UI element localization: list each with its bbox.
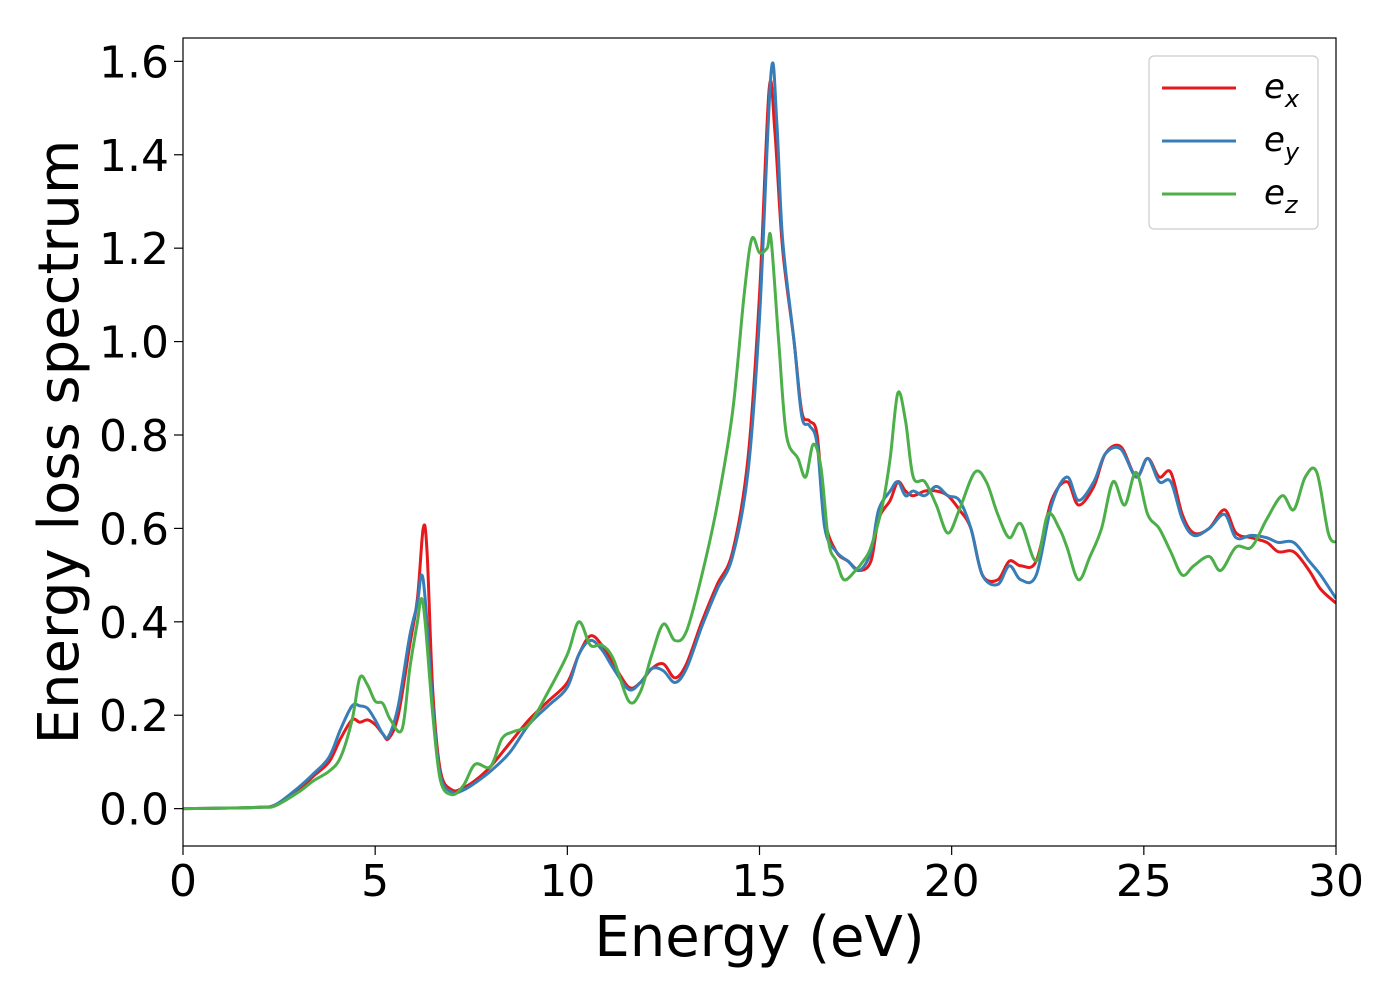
- y-tick-label: 0.2: [99, 691, 169, 742]
- legend-label: ez: [1264, 173, 1299, 219]
- y-tick-label: 1.4: [99, 131, 169, 182]
- x-tick-label: 10: [539, 856, 595, 907]
- y-tick-label: 0.0: [99, 785, 169, 836]
- y-axis-label: Energy loss spectrum: [27, 140, 92, 745]
- x-tick-label: 20: [924, 856, 980, 907]
- y-tick-label: 1.6: [99, 37, 169, 88]
- y-tick-label: 0.6: [99, 504, 169, 555]
- x-tick-label: 0: [169, 856, 197, 907]
- legend: ex ey ez: [1148, 55, 1319, 230]
- x-tick-label: 25: [1116, 856, 1172, 907]
- x-tick-label: 5: [361, 856, 389, 907]
- legend-label: ey: [1264, 120, 1300, 166]
- legend-label: ex: [1264, 67, 1300, 113]
- legend-entry-ez: ez: [1162, 173, 1299, 219]
- series-line-ez: [183, 231, 1336, 811]
- y-axis: 0.0 0.2 0.4 0.6 0.8 1.0 1.2 1.4 1.6: [99, 37, 183, 836]
- legend-entry-ex: ex: [1162, 67, 1300, 113]
- y-tick-label: 0.8: [99, 411, 169, 462]
- y-tick-label: 1.2: [99, 224, 169, 275]
- legend-entry-ey: ey: [1162, 120, 1300, 166]
- x-axis-label: Energy (eV): [594, 905, 924, 970]
- x-axis: 0 5 10 15 20 25 30: [169, 846, 1364, 907]
- x-tick-label: 15: [732, 856, 788, 907]
- plot-area: [182, 37, 1337, 847]
- series-line-ey: [183, 61, 1336, 811]
- y-tick-label: 1.0: [99, 318, 169, 369]
- y-tick-label: 0.4: [99, 598, 169, 649]
- x-tick-label: 30: [1308, 856, 1364, 907]
- series-layer: [183, 61, 1336, 811]
